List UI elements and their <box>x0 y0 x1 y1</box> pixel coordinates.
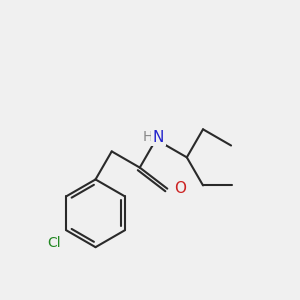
Text: H: H <box>142 130 153 144</box>
Text: N: N <box>153 130 164 145</box>
Text: O: O <box>174 181 186 196</box>
Text: Cl: Cl <box>47 236 61 250</box>
